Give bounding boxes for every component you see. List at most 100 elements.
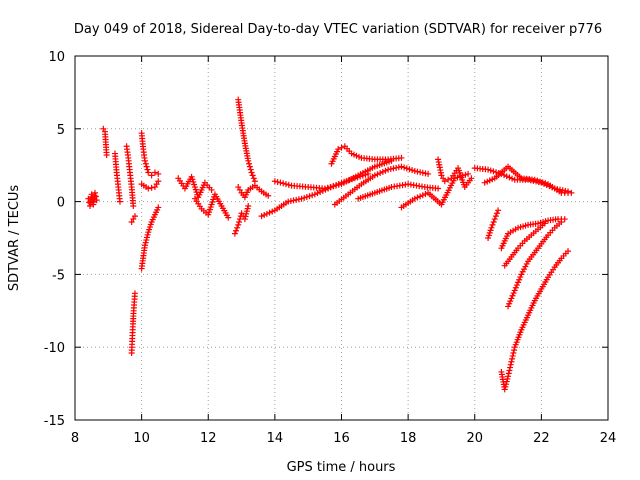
data-point [506, 300, 513, 307]
data-point [371, 172, 378, 179]
data-point [506, 174, 513, 181]
data-point [374, 171, 381, 178]
data-point [382, 167, 389, 174]
data-point [512, 284, 519, 291]
data-point [324, 184, 331, 191]
data-point [155, 170, 162, 177]
x-tick-label: 20 [466, 431, 483, 446]
data-point [487, 167, 494, 174]
data-point [301, 194, 308, 201]
data-point [225, 214, 232, 221]
data-point [143, 237, 150, 244]
data-point [234, 224, 241, 231]
x-tick-label: 12 [200, 431, 217, 446]
data-point [377, 170, 384, 177]
data-point [513, 282, 520, 289]
data-point [148, 172, 155, 179]
data-point [502, 383, 509, 390]
y-tick-label: -5 [52, 268, 65, 283]
data-point [501, 386, 508, 393]
chart-title: Day 049 of 2018, Sidereal Day-to-day VTE… [74, 22, 602, 37]
data-point [330, 183, 337, 190]
data-point [492, 213, 499, 220]
data-point [539, 179, 546, 186]
data-point [303, 193, 310, 200]
data-point [103, 152, 110, 159]
data-point [509, 175, 516, 182]
data-point [493, 210, 500, 217]
data-point [565, 248, 572, 255]
y-tick-label: 10 [48, 50, 65, 65]
data-point [317, 188, 324, 195]
data-point [282, 181, 289, 188]
data-point [142, 239, 149, 246]
data-point [247, 166, 254, 173]
data-point [92, 193, 99, 200]
data-point [537, 178, 544, 185]
data-point [250, 175, 257, 182]
data-point [231, 230, 238, 237]
data-point [515, 279, 522, 286]
data-point [511, 347, 518, 354]
data-point [151, 169, 158, 176]
data-point [144, 166, 151, 173]
axis-ticks [74, 55, 609, 421]
data-point [143, 234, 150, 241]
data-point [506, 367, 513, 374]
data-point [233, 227, 240, 234]
data-point [241, 216, 248, 223]
data-point [235, 221, 242, 228]
data-point [488, 224, 495, 231]
data-point [243, 208, 250, 215]
data-point [503, 378, 510, 385]
data-point [489, 221, 496, 228]
data-point [280, 180, 287, 187]
data-point [261, 211, 268, 218]
data-point [246, 163, 253, 170]
data-point [258, 213, 265, 220]
data-point [298, 195, 305, 202]
data-point [542, 180, 549, 187]
data-point [236, 218, 243, 225]
data-point [521, 266, 528, 273]
data-point [208, 186, 215, 193]
data-point [503, 381, 510, 388]
data-point [516, 276, 523, 283]
data-point [142, 160, 149, 167]
data-point [441, 178, 448, 185]
data-point [522, 263, 529, 270]
data-points [85, 96, 575, 393]
data-point [266, 209, 273, 216]
data-point [558, 218, 565, 225]
data-point [507, 298, 514, 305]
data-point [141, 157, 148, 164]
data-point [327, 184, 334, 191]
x-tick-label: 16 [333, 431, 350, 446]
data-point [411, 195, 418, 202]
data-point [246, 160, 253, 167]
tick-labels: 8 10 12 14 16 18 20 22 24 -15 -10 -5 0 5 10 [44, 50, 617, 446]
data-point [435, 185, 442, 192]
data-point [495, 207, 502, 214]
data-point [131, 290, 138, 297]
data-point [425, 170, 432, 177]
data-point [523, 260, 530, 267]
data-point [265, 192, 272, 199]
data-point [93, 197, 100, 204]
data-point [490, 168, 497, 175]
data-point [285, 181, 292, 188]
y-tick-label: 0 [57, 196, 65, 211]
data-point [505, 303, 512, 310]
data-point [507, 364, 514, 371]
plot-frame [74, 55, 609, 421]
data-point [561, 216, 568, 223]
data-point [511, 287, 518, 294]
data-point [245, 157, 252, 164]
data-point [517, 274, 524, 281]
x-tick-label: 18 [400, 431, 417, 446]
data-point [398, 163, 405, 170]
data-point [508, 358, 515, 365]
x-tick-label: 8 [71, 431, 79, 446]
data-point [145, 169, 152, 176]
data-point [271, 178, 278, 185]
